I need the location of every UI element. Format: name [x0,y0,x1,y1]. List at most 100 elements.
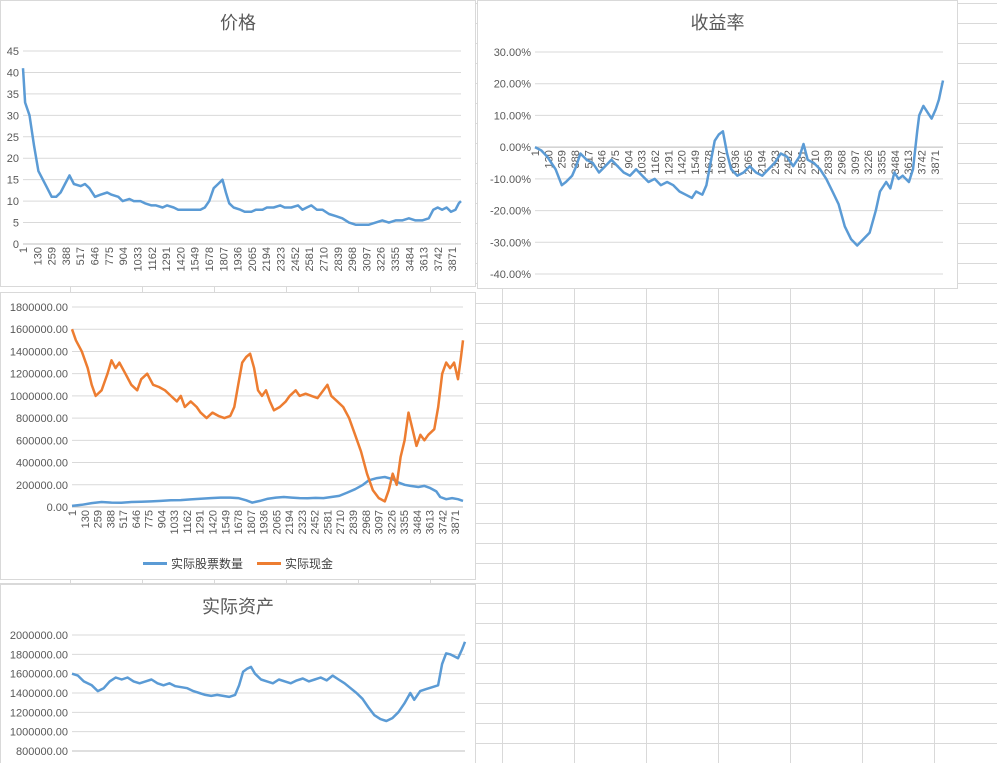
y-tick-label: 800000.00 [16,413,68,425]
y-tick-label: 10 [7,196,19,208]
x-tick-label: 1033 [169,510,181,534]
x-tick-label: 1291 [663,150,675,174]
x-tick-label: 1807 [218,247,230,271]
x-tick-label: 3355 [390,247,402,271]
holdings-chart[interactable]: 0.00 200000.00 400000.00 600000.00 800000.00… [0,292,476,580]
y-tick-label: 20.00% [494,79,532,91]
y-tick-label: 15 [7,175,19,187]
y-tick-label: -10.00% [490,174,531,186]
x-tick-label: 259 [47,247,59,265]
x-tick-label: 904 [156,510,168,528]
price-chart[interactable]: 价格 0 5 10 15 20 25 30 35 40 45 1 130 259 388 517 646 775… [0,0,476,287]
x-tick-label: 3742 [437,510,449,534]
chart-title: 价格 [220,13,256,34]
x-tick-label: 3613 [425,510,437,534]
x-tick-label: 1420 [175,247,187,271]
chart-title: 收益率 [690,13,745,34]
x-tick-label: 3613 [419,247,431,271]
x-tick-label: 3097 [361,247,373,271]
y-tick-label: 30 [7,110,19,122]
x-tick-label: 2323 [297,510,309,534]
y-tick-label: -30.00% [490,237,531,249]
legend-label: 实际现金 [285,557,334,571]
x-tick-label: 2839 [348,510,360,534]
x-tick-label: 3226 [863,150,875,174]
x-tick-label: 517 [118,510,130,528]
y-tick-label: 1000000.00 [10,727,68,739]
x-tick-label: 1678 [233,510,245,534]
x-tick-label: 3742 [917,150,929,174]
chart-legend: 实际股票数量 实际现金 [143,555,333,572]
y-tick-label: 600000.00 [16,435,68,447]
x-tick-label: 1807 [717,150,729,174]
x-tick-label: 1291 [195,510,207,534]
x-tick-label: 2839 [823,150,835,174]
y-tick-label: 0.00% [500,142,531,154]
assets-chart-plot: 800000.00 1000000.00 1200000.00 1400000.00 1… [10,630,467,758]
y-tick-label: -40.00% [490,269,531,281]
x-tick-label: 1162 [182,510,194,534]
x-tick-label: 3226 [386,510,398,534]
y-tick-label: 2000000.00 [10,630,68,642]
series-line [70,328,465,503]
x-tick-label: 2710 [335,510,347,534]
assets-chart[interactable]: 实际资产 800000.00 1000000.00 1200000.00 140000… [0,584,476,763]
y-tick-label: 200000.00 [16,480,68,492]
y-tick-label: 40 [7,67,19,79]
x-tick-label: 1033 [637,150,649,174]
x-tick-label: 1162 [650,150,662,174]
x-tick-label: 775 [144,510,156,528]
x-tick-label: 388 [105,510,117,528]
x-tick-label: 3097 [850,150,862,174]
y-tick-label: 0.00 [47,502,68,514]
y-tick-label: 20 [7,153,19,165]
legend-item: 实际股票数量 [143,555,243,572]
y-tick-label: -20.00% [490,206,531,218]
series-line [71,475,464,508]
x-tick-label: 3355 [877,150,889,174]
x-tick-label: 2968 [837,150,849,174]
x-tick-label: 904 [118,247,130,265]
x-tick-label: 2710 [318,247,330,271]
y-tick-label: 1800000.00 [10,302,68,314]
y-tick-label: 1600000.00 [10,324,68,336]
holdings-chart-plot: 0.00 200000.00 400000.00 600000.00 800000.00… [10,302,465,534]
x-tick-label: 904 [623,150,635,168]
x-tick-label: 3871 [930,150,942,174]
x-tick-label: 259 [557,150,569,168]
legend-item: 实际现金 [257,555,333,572]
x-tick-label: 2581 [304,247,316,271]
x-tick-label: 3226 [376,247,388,271]
series-line [21,68,462,226]
x-tick-label: 3484 [404,247,416,271]
x-tick-label: 1420 [677,150,689,174]
x-tick-label: 1162 [147,247,159,271]
y-tick-label: 800000.00 [16,746,68,758]
legend-label: 实际股票数量 [171,557,244,571]
x-tick-label: 2581 [322,510,334,534]
y-tick-label: 0 [13,239,19,251]
x-tick-label: 1936 [259,510,271,534]
x-tick-label: 775 [610,150,622,168]
return-chart[interactable]: 收益率 -40.00% -30.00% -20.00% -10.00% 0.00% 10.… [477,0,958,289]
x-tick-label: 1936 [233,247,245,271]
x-tick-label: 1549 [690,150,702,174]
y-tick-label: 1400000.00 [10,688,68,700]
x-tick-label: 259 [93,510,105,528]
x-tick-label: 2323 [276,247,288,271]
x-tick-label: 2194 [284,510,296,534]
x-tick-label: 1936 [730,150,742,174]
x-tick-label: 1549 [190,247,202,271]
x-tick-label: 1678 [204,247,216,271]
x-tick-label: 388 [61,247,73,265]
x-tick-label: 1 [18,247,30,253]
return-chart-plot: -40.00% -30.00% -20.00% -10.00% 0.00% 10.00% 2… [490,47,945,281]
x-tick-label: 1033 [132,247,144,271]
x-tick-label: 646 [597,150,609,168]
y-tick-label: 1600000.00 [10,669,68,681]
y-tick-label: 30.00% [494,47,532,59]
y-tick-label: 45 [7,46,19,58]
x-tick-label: 2065 [247,247,259,271]
x-tick-label: 2968 [361,510,373,534]
x-tick-label: 1 [67,510,79,516]
